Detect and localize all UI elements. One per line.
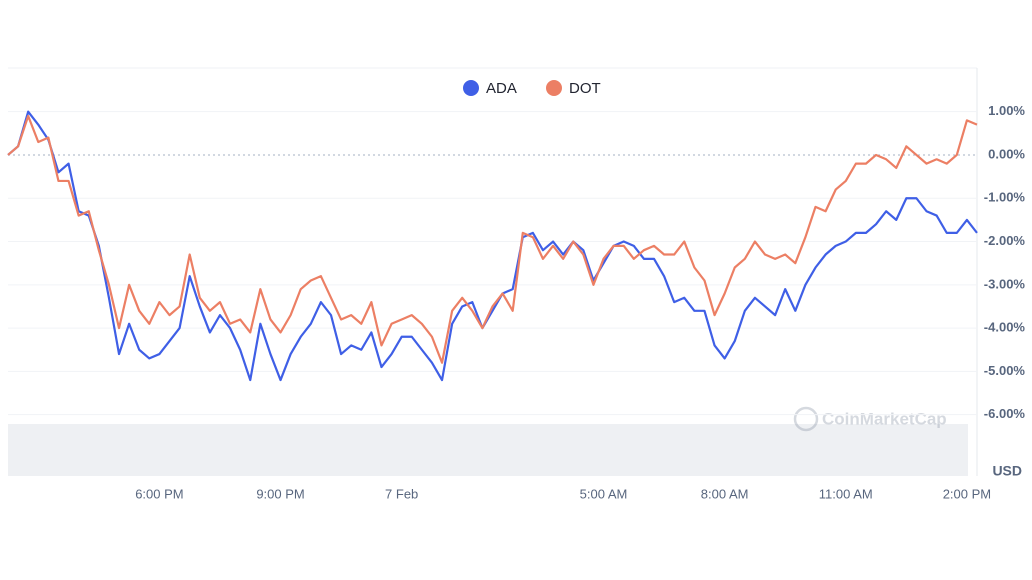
x-tick-label: 8:00 AM xyxy=(701,486,749,501)
x-tick-label: 5:00 AM xyxy=(580,486,628,501)
legend: ADA DOT xyxy=(463,80,601,97)
legend-marker xyxy=(463,80,479,96)
y-tick-label: -1.00% xyxy=(984,190,1026,205)
x-tick-label: 7 Feb xyxy=(385,486,418,501)
x-tick-label: 11:00 AM xyxy=(819,486,873,501)
series-line xyxy=(7,110,978,382)
watermark-logo xyxy=(793,406,819,432)
unit-label: USD xyxy=(992,463,1022,479)
legend-marker xyxy=(546,80,562,96)
y-tick-label: -5.00% xyxy=(984,363,1026,378)
x-tick-label: 6:00 PM xyxy=(135,486,183,501)
x-tick-label: 9:00 PM xyxy=(256,486,304,501)
volume-area xyxy=(8,424,968,476)
watermark-text: CoinMarketCap xyxy=(822,409,947,428)
legend-text: DOT xyxy=(569,80,601,97)
series-line xyxy=(7,114,978,364)
y-tick-label: -2.00% xyxy=(984,233,1026,248)
y-tick-label: 1.00% xyxy=(988,103,1025,118)
y-tick-label: -6.00% xyxy=(984,406,1026,421)
y-tick-label: -3.00% xyxy=(984,276,1026,291)
y-tick-label: 0.00% xyxy=(988,146,1025,161)
y-tick-label: -4.00% xyxy=(984,320,1026,335)
legend-text: ADA xyxy=(486,80,517,97)
x-tick-label: 2:00 PM xyxy=(943,486,991,501)
